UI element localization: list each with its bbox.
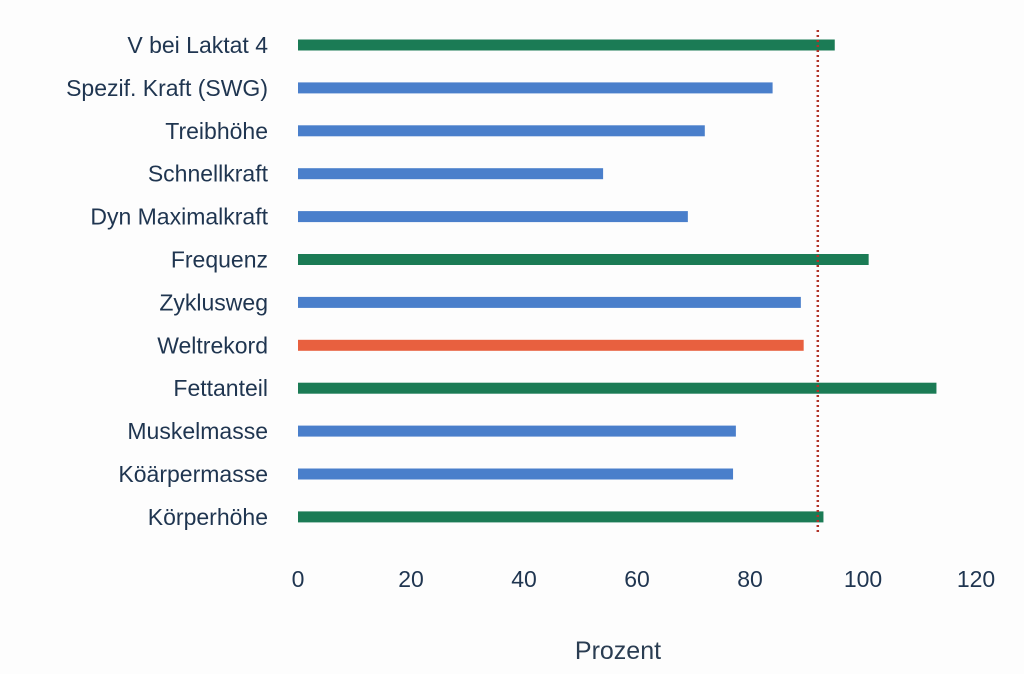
bar-v-bei-laktat-4 bbox=[298, 39, 835, 51]
x-tick-20: 20 bbox=[398, 566, 424, 592]
bar-korperhohe bbox=[298, 511, 824, 523]
x-tick-60: 60 bbox=[624, 566, 650, 592]
x-tick-labels: 0 20 40 60 80 100 120 bbox=[292, 566, 996, 592]
bar-zyklusweg bbox=[298, 296, 801, 308]
category-labels: V bei Laktat 4 Spezif. Kraft (SWG) Treibhö… bbox=[66, 32, 269, 530]
x-tick-120: 120 bbox=[957, 566, 995, 592]
bar-koarpermasse bbox=[298, 468, 734, 480]
category-label-frequenz: Frequenz bbox=[171, 247, 268, 273]
x-tick-40: 40 bbox=[511, 566, 537, 592]
category-label-korperhohe: Körperhöhe bbox=[148, 504, 268, 530]
bar-dyn-maximalkraft bbox=[298, 211, 688, 223]
bars-layer bbox=[298, 39, 937, 523]
bar-spezif-kraft-swg bbox=[298, 82, 773, 94]
category-label-schnellkraft: Schnellkraft bbox=[148, 161, 269, 187]
category-label-muskelmasse: Muskelmasse bbox=[127, 418, 268, 444]
category-label-weltrekord: Weltrekord bbox=[157, 332, 268, 358]
category-label-treibhohe: Treibhöhe bbox=[165, 118, 268, 144]
category-label-spezif-kraft-swg: Spezif. Kraft (SWG) bbox=[66, 75, 268, 101]
category-label-v-bei-laktat-4: V bei Laktat 4 bbox=[127, 32, 268, 58]
bar-treibhohe bbox=[298, 125, 705, 137]
category-label-fettanteil: Fettanteil bbox=[173, 375, 268, 401]
bar-fettanteil bbox=[298, 382, 937, 394]
x-tick-0: 0 bbox=[292, 566, 305, 592]
bar-frequenz bbox=[298, 254, 869, 265]
x-axis-title: Prozent bbox=[575, 637, 661, 665]
category-label-zyklusweg: Zyklusweg bbox=[159, 289, 268, 315]
bar-muskelmasse bbox=[298, 425, 736, 437]
x-tick-80: 80 bbox=[737, 566, 763, 592]
bar-schnellkraft bbox=[298, 168, 604, 180]
x-tick-100: 100 bbox=[844, 566, 882, 592]
category-label-dyn-maximalkraft: Dyn Maximalkraft bbox=[90, 204, 268, 230]
bar-weltrekord bbox=[298, 339, 804, 351]
category-label-koarpermasse: Köärpermasse bbox=[118, 461, 268, 487]
